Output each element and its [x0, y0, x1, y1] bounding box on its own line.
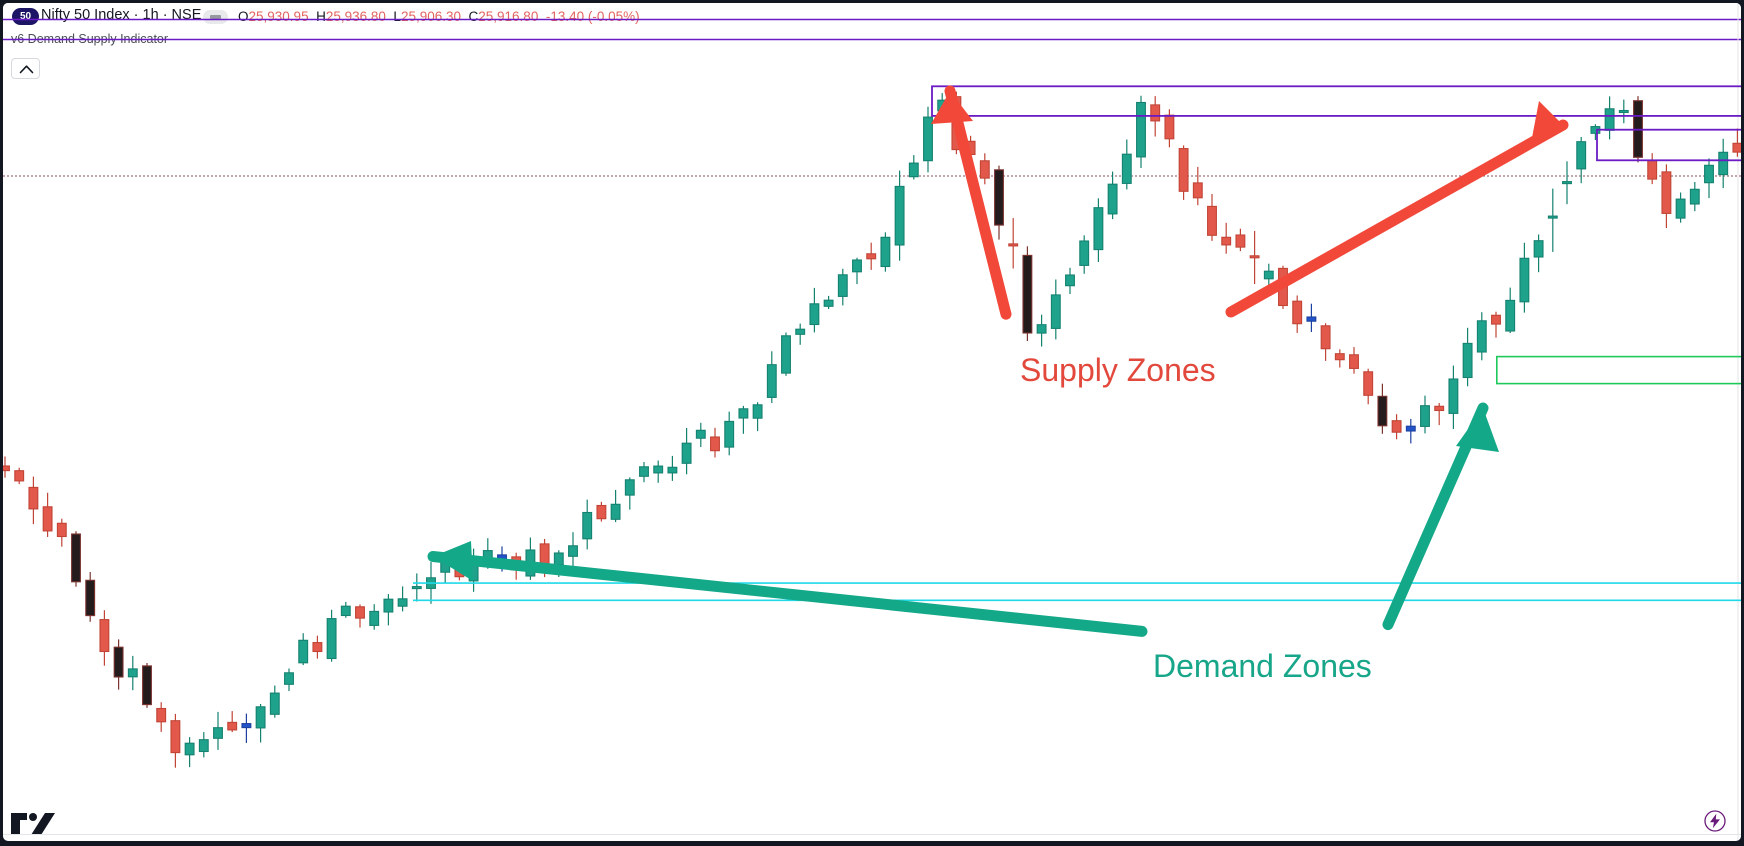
svg-text:Supply Zones: Supply Zones — [1020, 352, 1216, 388]
svg-text:Demand Zones: Demand Zones — [1153, 648, 1372, 684]
